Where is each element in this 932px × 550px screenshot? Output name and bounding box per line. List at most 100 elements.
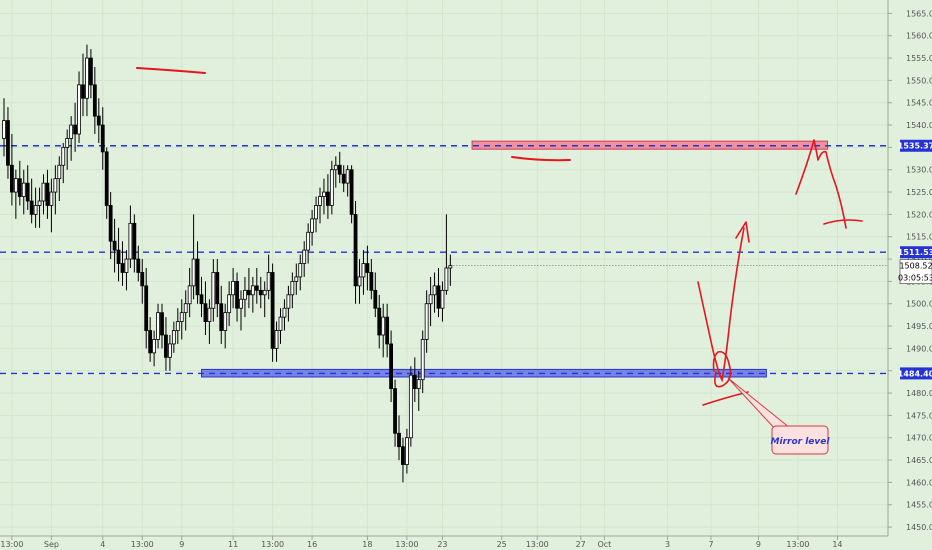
callout-box[interactable]: Mirror level [771, 425, 831, 455]
candle-body-up [314, 205, 318, 220]
candle [381, 303, 386, 358]
candle [329, 160, 334, 215]
candle [401, 437, 405, 483]
candle [250, 276, 255, 313]
candle [156, 303, 160, 349]
candle-body-down [219, 303, 224, 331]
candle-body-up [77, 84, 81, 135]
candle [365, 245, 370, 291]
candle-body-up [428, 294, 433, 305]
candle-body-down [393, 388, 397, 434]
candle [298, 254, 303, 291]
candle-body-down [104, 151, 109, 206]
candle-body-down [112, 240, 117, 251]
x-tick-label: 25 [497, 540, 507, 549]
candle [116, 227, 121, 282]
x-tick-label: 13:00 [395, 540, 418, 549]
candle-body-down [203, 303, 208, 323]
candle-body-down [199, 294, 204, 305]
candle [373, 272, 378, 318]
candle-body-up [65, 138, 70, 148]
candle [29, 178, 34, 224]
candle-body-down [25, 182, 30, 202]
candle-body-up [37, 200, 42, 206]
candle [385, 303, 390, 358]
candle [144, 268, 149, 349]
candle [369, 259, 374, 300]
candle-body-down [385, 316, 390, 345]
candle-body-up [2, 120, 6, 139]
current-price-label: 1508.52 [899, 262, 932, 271]
candle [33, 187, 38, 228]
candle-body-up [128, 222, 133, 260]
candle [65, 129, 70, 170]
x-tick-label: 13:00 [261, 540, 284, 549]
candle-body-down [349, 169, 354, 215]
candle-body-up [85, 57, 89, 99]
candle [89, 49, 93, 99]
price-labels: 1535.37 1511.53 1484.40 1508.52 03:05:53 [898, 139, 932, 380]
candle-body-up [266, 272, 271, 291]
x-tick-label: 11 [228, 540, 238, 549]
candle [266, 254, 271, 300]
candle [187, 268, 192, 318]
candle-body-up [298, 263, 303, 278]
candle [345, 165, 350, 197]
candle-body-down [6, 120, 10, 166]
x-tick-label: Sep [44, 540, 59, 549]
candle-body-up [262, 289, 267, 296]
y-tick-label: 1495.00 [906, 322, 932, 331]
level-label-mid: 1511.53 [898, 248, 932, 257]
candle [61, 142, 66, 184]
candle [25, 165, 30, 210]
current-price-box [899, 259, 932, 284]
candle-body-up [33, 205, 38, 215]
y-tick-label: 1475.00 [906, 411, 932, 420]
candle [132, 214, 137, 273]
candle-body-up [41, 182, 46, 202]
candle-body-down [337, 164, 342, 175]
candle-body-down [17, 178, 22, 197]
candle [85, 44, 89, 117]
candle-body-up [318, 196, 322, 206]
candle-body-up [227, 294, 232, 314]
candle [243, 276, 247, 318]
candle [408, 366, 413, 447]
candle [274, 321, 279, 362]
x-tick-label: 27 [576, 540, 586, 549]
candle-body-up [13, 178, 18, 193]
forecast-up-arrowhead [735, 221, 750, 243]
plot-background [0, 0, 888, 536]
candle-body-down [136, 258, 141, 273]
candle [361, 250, 366, 295]
y-tick-label: 1545.00 [906, 99, 932, 108]
x-tick-label: 13:00 [0, 540, 23, 549]
candle [112, 218, 117, 273]
countdown-label: 03:05:53 [898, 274, 932, 283]
candle [104, 147, 109, 219]
x-tick-label: Oct [597, 540, 611, 549]
x-tick-label: 23 [437, 540, 447, 549]
candle-body-down [164, 334, 168, 358]
candle [349, 165, 354, 224]
candle [148, 317, 153, 362]
y-tick-label: 1450.00 [906, 523, 932, 532]
candle-body-down [81, 84, 85, 99]
candle-body-up [357, 276, 362, 287]
level-label-resistance: 1535.37 [898, 142, 932, 151]
candle-body-up [404, 437, 409, 465]
candle [282, 299, 287, 331]
candle [183, 290, 188, 331]
x-axis-ticks: 13:00 Sep 4 13:00 9 11 13:00 16 18 13:00 23 25 13:00… [0, 536, 843, 549]
candle [436, 268, 441, 318]
candle [302, 241, 307, 277]
candle-body-down [235, 280, 239, 309]
candle-body-down [270, 272, 275, 349]
candle [9, 134, 14, 206]
x-tick-label: 9 [179, 540, 184, 549]
candle-body-up [274, 330, 279, 349]
candle [69, 116, 74, 161]
candle-body-up [183, 303, 188, 314]
